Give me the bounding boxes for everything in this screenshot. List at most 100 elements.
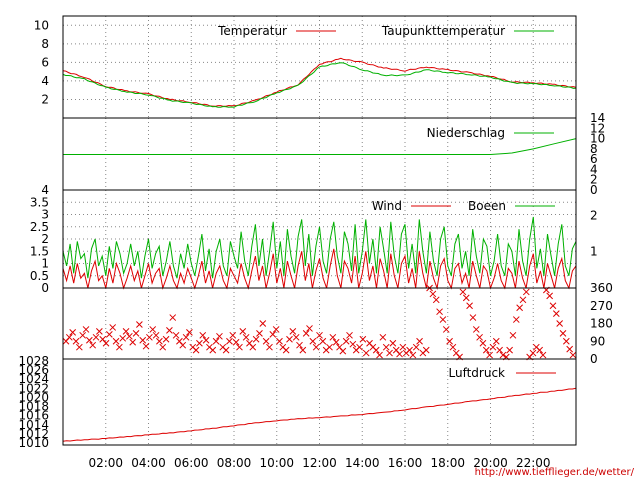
- winddir-point: [399, 343, 407, 351]
- temp-y-tick: 2: [41, 92, 49, 106]
- winddir-point: [422, 346, 430, 354]
- winddir-point: [266, 343, 273, 351]
- winddir-point: [346, 331, 353, 339]
- winddir-point: [306, 325, 313, 332]
- winddir-point: [299, 346, 307, 354]
- winddir-point: [79, 331, 87, 339]
- winddir-point: [476, 333, 483, 341]
- winddir-point: [312, 343, 320, 351]
- wind-y-tick: 1: [41, 257, 49, 271]
- winddir-point: [486, 351, 493, 359]
- winddir-y-tick: 360: [590, 281, 613, 295]
- x-tick-label: 10:00: [259, 456, 294, 470]
- precip-y-tick: 8: [590, 142, 598, 156]
- winddir-point: [186, 329, 193, 336]
- pressure-y-tick: 1016: [18, 409, 49, 423]
- winddir-point: [536, 346, 543, 354]
- winddir-point: [492, 337, 500, 345]
- winddir-point: [139, 336, 147, 344]
- winddir-point: [69, 329, 77, 336]
- winddir-point: [316, 331, 323, 339]
- pressure-y-tick: 1012: [18, 427, 49, 441]
- x-tick-label: 14:00: [345, 456, 380, 470]
- winddir-point: [319, 337, 327, 345]
- pressure-y-tick: 1026: [18, 363, 49, 377]
- pressure-y-tick: 1028: [18, 354, 49, 368]
- pressure-y-tick: 1010: [18, 436, 49, 450]
- x-tick-label: 06:00: [174, 456, 209, 470]
- winddir-point: [209, 346, 217, 354]
- winddir-point: [182, 333, 190, 341]
- winddir-point: [349, 340, 357, 348]
- winddir-point: [499, 351, 507, 359]
- winddir-point: [212, 337, 220, 345]
- temp-y-tick: 10: [34, 18, 49, 32]
- winddir-point: [406, 346, 413, 354]
- winddir-point: [132, 330, 140, 337]
- winddir-point: [202, 336, 210, 344]
- precip-y-tick: 6: [590, 152, 598, 166]
- winddir-point: [489, 343, 497, 351]
- winddir-point: [442, 326, 450, 333]
- x-tick-label: 12:00: [302, 456, 337, 470]
- winddir-point: [359, 335, 367, 343]
- winddir-y-tick: 270: [590, 299, 613, 313]
- winddir-point: [256, 330, 263, 337]
- winddir-point: [512, 316, 520, 323]
- wind-y-tick: 0.5: [30, 269, 49, 283]
- wind-y-tick-right: 1: [590, 245, 598, 259]
- winddir-point: [216, 332, 223, 340]
- winddir-point: [386, 349, 393, 357]
- winddir-point: [179, 341, 187, 349]
- winddir-point: [156, 337, 163, 345]
- winddir-point: [289, 328, 297, 335]
- winddir-point: [516, 304, 523, 312]
- winddir-point: [249, 343, 257, 351]
- winddir-point: [242, 333, 250, 341]
- temp-y-tick: 4: [41, 74, 49, 88]
- winddir-point: [229, 331, 237, 339]
- winddir-point: [412, 343, 420, 351]
- precip-series-line: [63, 138, 577, 155]
- winddir-point: [152, 331, 160, 339]
- winddir-point: [342, 337, 350, 345]
- winddir-point: [262, 337, 270, 345]
- winddir-point: [192, 346, 200, 354]
- winddir-point: [276, 337, 283, 345]
- winddir-point: [222, 346, 230, 354]
- winddir-y-tick: 0: [590, 352, 598, 366]
- temp-series-line: [62, 62, 577, 108]
- temp-y-tick: 6: [41, 55, 49, 69]
- winddir-point: [546, 292, 554, 300]
- winddir-point: [65, 333, 73, 341]
- winddir-point: [509, 331, 517, 339]
- winddir-point: [292, 333, 300, 341]
- winddir-point: [72, 337, 80, 345]
- winddir-point: [326, 343, 333, 351]
- winddir-point: [496, 346, 503, 354]
- winddir-point: [149, 326, 157, 333]
- precip-y-tick: 14: [590, 111, 605, 125]
- winddir-point: [116, 343, 123, 351]
- pressure-y-tick: 1014: [18, 418, 49, 432]
- winddir-point: [449, 343, 457, 351]
- winddir-point: [529, 349, 537, 357]
- temp-series0-legend-label: Temperatur: [217, 24, 287, 38]
- winddir-point: [472, 326, 480, 333]
- winddir-point: [296, 341, 303, 349]
- winddir-point: [172, 331, 180, 339]
- winddir-point: [286, 335, 293, 343]
- pressure-y-tick: 1020: [18, 390, 49, 404]
- pressure-panel-frame: [62, 358, 577, 446]
- winddir-y-tick: 180: [590, 317, 613, 331]
- winddir-point: [372, 346, 380, 354]
- winddir-point: [226, 337, 233, 345]
- wind-y-tick: 3.5: [30, 195, 49, 209]
- precip-y-tick: 10: [590, 132, 605, 146]
- winddir-point: [329, 333, 337, 341]
- temp-y-tick: 8: [41, 37, 49, 51]
- winddir-point: [362, 349, 370, 357]
- winddir-point: [439, 316, 447, 323]
- wind-y-tick-right: 2: [590, 208, 598, 222]
